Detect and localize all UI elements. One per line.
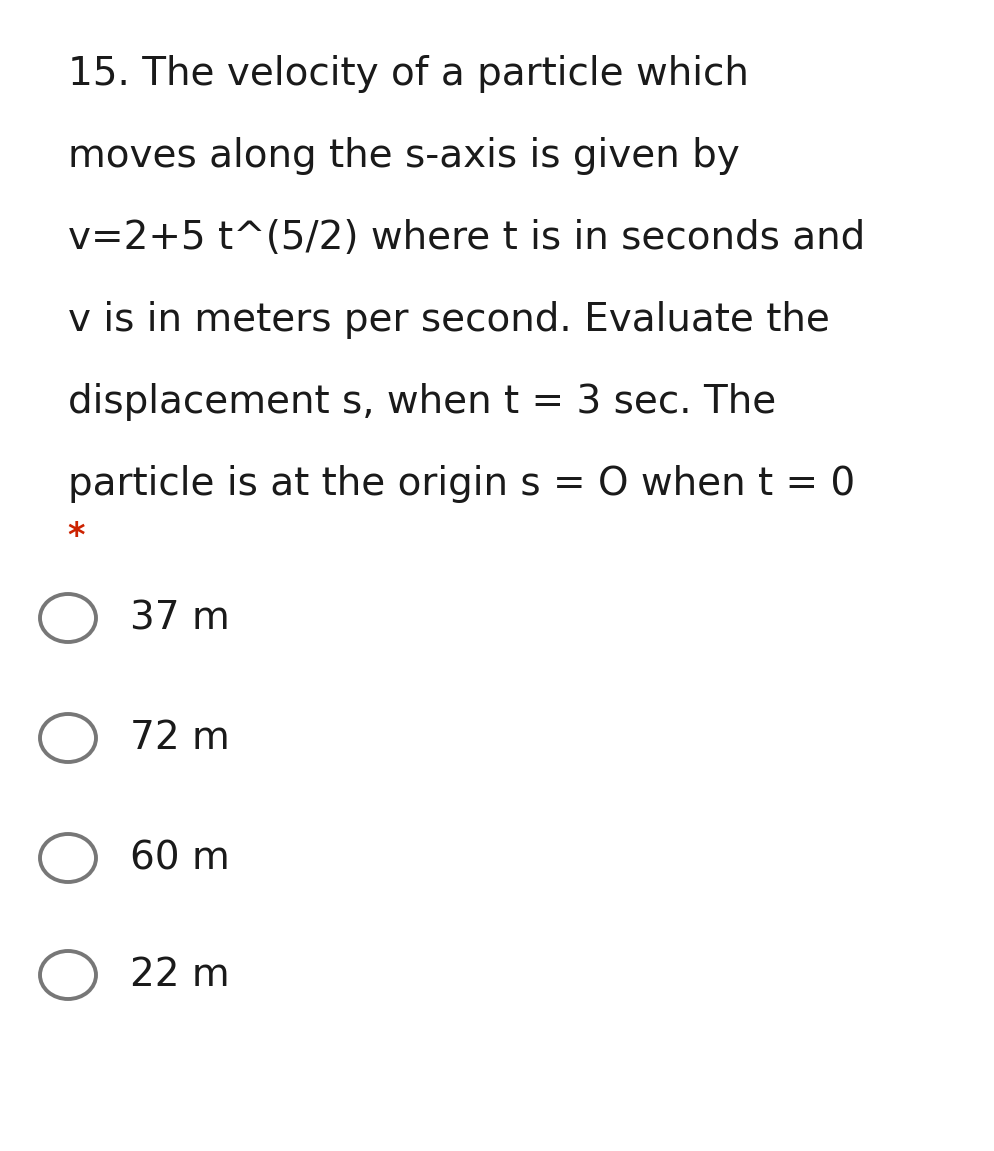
Text: 37 m: 37 m (130, 599, 230, 637)
Text: particle is at the origin s = O when t = 0: particle is at the origin s = O when t =… (68, 465, 855, 503)
Text: moves along the s-axis is given by: moves along the s-axis is given by (68, 137, 740, 175)
Text: 22 m: 22 m (130, 956, 230, 994)
Text: 15. The velocity of a particle which: 15. The velocity of a particle which (68, 55, 748, 93)
Text: v=2+5 t^(5/2) where t is in seconds and: v=2+5 t^(5/2) where t is in seconds and (68, 219, 865, 257)
Text: 72 m: 72 m (130, 719, 230, 757)
Text: displacement s, when t = 3 sec. The: displacement s, when t = 3 sec. The (68, 383, 776, 421)
Text: 60 m: 60 m (130, 839, 230, 877)
Text: v is in meters per second. Evaluate the: v is in meters per second. Evaluate the (68, 302, 829, 340)
Text: *: * (68, 520, 85, 552)
